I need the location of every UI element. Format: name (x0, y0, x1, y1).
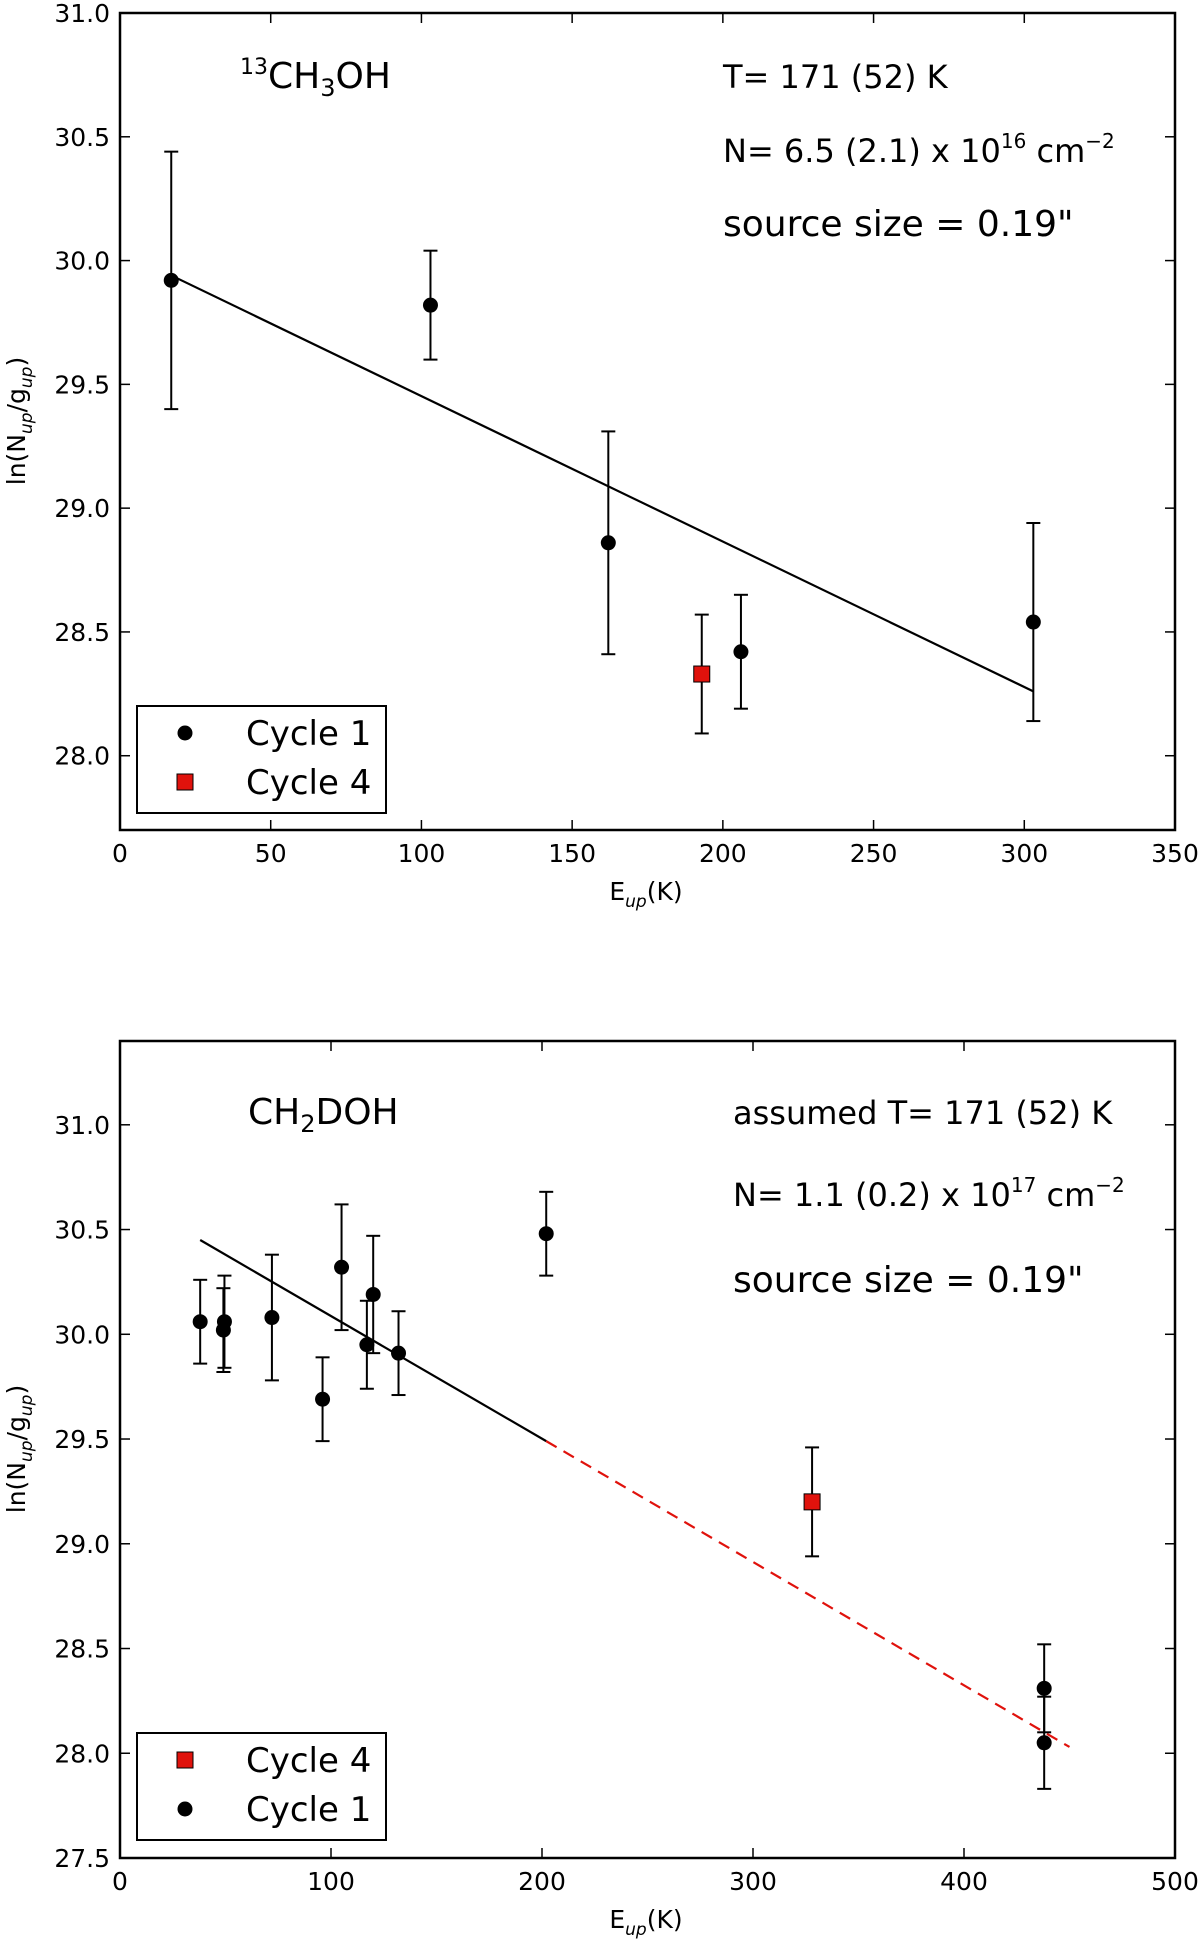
top-x-tick-label: 300 (1000, 839, 1048, 868)
top-x-tick-label: 150 (548, 839, 596, 868)
bottom-source-size-annotation: source size = 0.19" (733, 1260, 1084, 1301)
bottom-legend-label-1: Cycle 4 (246, 1741, 371, 1781)
circle-marker (334, 1259, 350, 1275)
circle-marker (365, 1286, 381, 1302)
circle-marker (264, 1310, 280, 1326)
circle-marker (600, 535, 616, 551)
square-marker (693, 665, 711, 683)
top-data-point (1025, 522, 1041, 723)
bottom-x-tick-label: 400 (940, 1867, 988, 1896)
bottom-data-point (1036, 1695, 1052, 1790)
top-x-tick-label: 250 (850, 839, 898, 868)
top-y-tick-label: 29.0 (54, 494, 110, 523)
bottom-data-point (538, 1190, 554, 1277)
bottom-x-tick-label: 200 (518, 1867, 566, 1896)
bottom-panel: 0 100 200 300 400 500 27.5 28.0 28.5 29.0 29.5 30.0… (2, 1039, 1199, 1940)
top-x-tick-label: 350 (1151, 839, 1199, 868)
circle-marker (733, 644, 749, 660)
bottom-y-axis-label: ln(Nup/gup) (2, 1385, 37, 1513)
top-legend-label-2: Cycle 4 (246, 763, 371, 803)
bottom-data-point (365, 1234, 381, 1355)
top-temperature-annotation: T= 171 (52) K (722, 58, 949, 96)
top-data-point (422, 249, 438, 361)
top-legend-box (136, 705, 387, 814)
circle-marker (216, 1314, 232, 1330)
bottom-y-tick-label: 29.5 (54, 1425, 110, 1454)
top-source-size-annotation: source size = 0.19" (723, 204, 1074, 245)
top-legend-marker-1 (177, 725, 193, 741)
top-y-tick-label: 30.0 (54, 247, 110, 276)
circle-marker (315, 1391, 331, 1407)
circle-marker (538, 1226, 554, 1242)
bottom-data-point (803, 1446, 821, 1558)
bottom-legend-marker-1 (176, 1751, 194, 1769)
bottom-legend: Cycle 4 Cycle 1 (136, 1732, 387, 1841)
bottom-data-point (391, 1310, 407, 1397)
top-x-axis-label: Eup(K) (609, 877, 682, 912)
bottom-column-density-annotation: N= 1.1 (0.2) x 1017 cm−2 (733, 1173, 1125, 1214)
bottom-data-point (315, 1356, 331, 1443)
top-legend-marker-2 (176, 773, 194, 791)
bottom-y-tick-label: 31.0 (54, 1111, 110, 1140)
top-data-point (163, 150, 179, 411)
bottom-y-tick-label: 27.5 (54, 1844, 110, 1873)
bottom-x-tick-label: 300 (729, 1867, 777, 1896)
bottom-y-tick-label: 29.0 (54, 1530, 110, 1559)
top-x-tick-label: 0 (112, 839, 128, 868)
bottom-data-point (264, 1253, 280, 1382)
square-marker (803, 1493, 821, 1511)
bottom-legend-box (136, 1732, 387, 1841)
top-data-point (693, 613, 711, 735)
circle-marker (192, 1314, 208, 1330)
top-fit-line (170, 274, 1034, 693)
top-y-tick-label: 28.5 (54, 618, 110, 647)
top-panel: 0 50 100 150 200 250 300 350 28.0 28.5 29.0 29.5 30.… (2, 0, 1199, 912)
top-x-tick-label: 100 (398, 839, 446, 868)
bottom-data-point (334, 1203, 350, 1332)
bottom-data-point (192, 1278, 208, 1365)
bottom-y-tick-label: 30.5 (54, 1216, 110, 1245)
bottom-plot-frame (118, 1039, 1177, 1860)
circle-marker (1036, 1735, 1052, 1751)
top-data-point (600, 430, 616, 656)
top-y-tick-label: 30.5 (54, 123, 110, 152)
bottom-temperature-annotation: assumed T= 171 (52) K (733, 1094, 1113, 1132)
bottom-x-tick-label: 0 (112, 1867, 128, 1896)
top-y-tick-label: 28.0 (54, 742, 110, 771)
bottom-y-tick-label: 28.0 (54, 1739, 110, 1768)
circle-marker (359, 1337, 375, 1353)
top-x-tick-label: 200 (699, 839, 747, 868)
bottom-legend-marker-2 (177, 1801, 193, 1817)
top-plot-frame (118, 11, 1177, 832)
circle-marker (163, 272, 179, 288)
circle-marker (1036, 1680, 1052, 1696)
bottom-molecule-label: CH2DOH (248, 1092, 399, 1138)
circle-marker (391, 1345, 407, 1361)
top-legend: Cycle 1 Cycle 4 (136, 705, 387, 814)
bottom-x-tick-label: 100 (307, 1867, 355, 1896)
bottom-data-point (216, 1274, 232, 1369)
bottom-legend-label-2: Cycle 1 (246, 1790, 371, 1830)
circle-marker (422, 297, 438, 313)
top-molecule-label: 13CH3OH (240, 55, 391, 102)
bottom-y-tick-label: 30.0 (54, 1320, 110, 1349)
top-data-point (733, 593, 749, 710)
bottom-x-tick-label: 500 (1151, 1867, 1199, 1896)
bottom-fit-extension-dashed (545, 1440, 1071, 1748)
top-legend-label-1: Cycle 1 (246, 714, 371, 754)
bottom-x-axis-label: Eup(K) (609, 1905, 682, 1940)
top-y-axis-label: ln(Nup/gup) (2, 357, 37, 485)
top-x-tick-label: 50 (255, 839, 287, 868)
circle-marker (1025, 614, 1041, 630)
top-y-tick-label: 29.5 (54, 370, 110, 399)
bottom-y-tick-label: 28.5 (54, 1635, 110, 1664)
top-column-density-annotation: N= 6.5 (2.1) x 1016 cm−2 (723, 129, 1115, 170)
top-y-tick-label: 31.0 (54, 0, 110, 28)
